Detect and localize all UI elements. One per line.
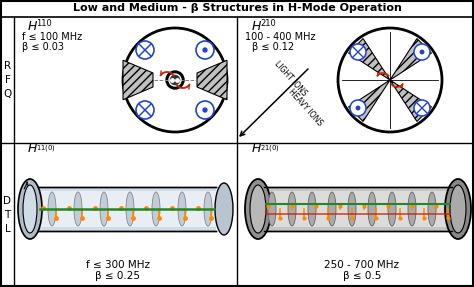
- Text: H: H: [28, 20, 37, 34]
- Circle shape: [136, 101, 154, 119]
- Ellipse shape: [388, 192, 396, 226]
- Ellipse shape: [215, 183, 233, 235]
- Ellipse shape: [23, 185, 37, 233]
- Ellipse shape: [250, 185, 266, 233]
- Circle shape: [123, 28, 227, 132]
- Text: $_{11(0)}$: $_{11(0)}$: [36, 144, 56, 155]
- Circle shape: [166, 71, 184, 89]
- Ellipse shape: [288, 192, 296, 226]
- Bar: [264, 191, 452, 227]
- Ellipse shape: [308, 192, 316, 226]
- Ellipse shape: [18, 179, 42, 239]
- Bar: [38, 187, 216, 231]
- Ellipse shape: [408, 192, 416, 226]
- Ellipse shape: [368, 192, 376, 226]
- Text: 110: 110: [36, 20, 52, 28]
- Circle shape: [136, 41, 154, 59]
- Text: $_{21(0)}$: $_{21(0)}$: [260, 144, 280, 155]
- Text: 100 - 400 MHz: 100 - 400 MHz: [245, 32, 316, 42]
- Text: LIGHT IONS: LIGHT IONS: [272, 60, 308, 98]
- Text: β ≤ 0.5: β ≤ 0.5: [343, 271, 381, 281]
- Text: β ≤ 0.12: β ≤ 0.12: [252, 42, 294, 52]
- Text: f ≤ 300 MHz: f ≤ 300 MHz: [86, 260, 150, 270]
- Ellipse shape: [48, 192, 56, 226]
- Ellipse shape: [445, 179, 471, 239]
- Polygon shape: [348, 38, 390, 80]
- Text: β ≤ 0.03: β ≤ 0.03: [22, 42, 64, 52]
- Circle shape: [414, 100, 430, 116]
- Ellipse shape: [126, 192, 134, 226]
- Bar: [38, 191, 216, 227]
- Ellipse shape: [268, 192, 276, 226]
- Circle shape: [169, 74, 181, 86]
- Circle shape: [338, 28, 442, 132]
- Circle shape: [350, 100, 366, 116]
- Circle shape: [420, 50, 424, 54]
- Ellipse shape: [74, 192, 82, 226]
- Polygon shape: [197, 60, 227, 100]
- Text: f ≤ 100 MHz: f ≤ 100 MHz: [22, 32, 82, 42]
- Text: Low and Medium - β Structures in H-Mode Operation: Low and Medium - β Structures in H-Mode …: [73, 3, 401, 13]
- Circle shape: [196, 101, 214, 119]
- Text: H: H: [28, 143, 37, 156]
- Text: R
F
Q: R F Q: [3, 61, 12, 99]
- Ellipse shape: [100, 192, 108, 226]
- Polygon shape: [348, 80, 390, 121]
- Text: 210: 210: [260, 20, 276, 28]
- Polygon shape: [123, 60, 153, 100]
- Ellipse shape: [204, 192, 212, 226]
- Circle shape: [414, 44, 430, 60]
- Ellipse shape: [178, 192, 186, 226]
- Circle shape: [203, 48, 207, 52]
- Text: 250 - 700 MHz: 250 - 700 MHz: [325, 260, 400, 270]
- Ellipse shape: [450, 185, 466, 233]
- Circle shape: [196, 41, 214, 59]
- Text: H: H: [252, 20, 261, 34]
- Circle shape: [356, 106, 360, 110]
- Ellipse shape: [245, 179, 271, 239]
- Ellipse shape: [328, 192, 336, 226]
- Circle shape: [203, 108, 207, 112]
- Bar: [264, 187, 452, 231]
- Ellipse shape: [348, 192, 356, 226]
- Ellipse shape: [428, 192, 436, 226]
- Circle shape: [350, 44, 366, 60]
- Text: β ≤ 0.25: β ≤ 0.25: [95, 271, 140, 281]
- Polygon shape: [390, 38, 431, 80]
- Ellipse shape: [152, 192, 160, 226]
- Text: HEAVY IONS: HEAVY IONS: [286, 87, 324, 127]
- Text: D
T
L: D T L: [3, 196, 11, 234]
- Text: H: H: [252, 143, 261, 156]
- Polygon shape: [390, 80, 431, 121]
